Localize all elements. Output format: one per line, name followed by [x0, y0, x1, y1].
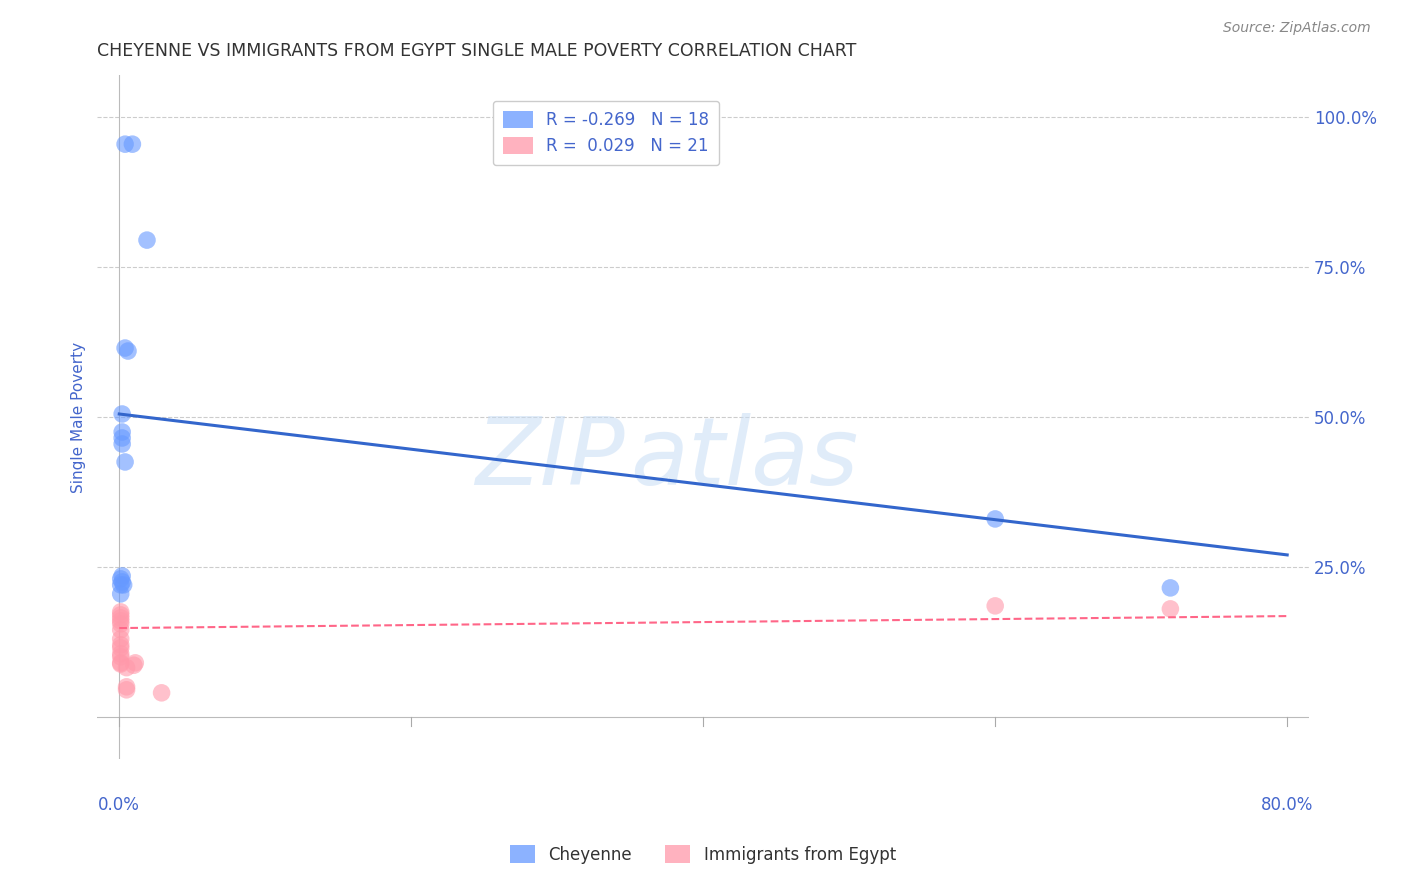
Point [111, 425, 134, 439]
Y-axis label: Single Male Poverty: Single Male Poverty [72, 342, 86, 492]
Point [115, 660, 138, 674]
Point [110, 578, 132, 592]
Text: 80.0%: 80.0% [1261, 797, 1313, 814]
Point [112, 578, 135, 592]
Point [115, 682, 138, 697]
Point [110, 657, 132, 671]
Point [110, 614, 132, 628]
Point [111, 407, 134, 421]
Point [110, 605, 132, 619]
Point [114, 137, 136, 152]
Point [114, 455, 136, 469]
Point [110, 649, 132, 664]
Point [136, 233, 159, 247]
Text: 0.0%: 0.0% [98, 797, 141, 814]
Point [117, 344, 139, 359]
Point [111, 431, 134, 445]
Text: ZIP: ZIP [475, 412, 624, 503]
Point [110, 638, 132, 652]
Point [984, 512, 1007, 526]
Legend: Cheyenne, Immigrants from Egypt: Cheyenne, Immigrants from Egypt [503, 838, 903, 871]
Point [121, 137, 143, 152]
Point [110, 616, 132, 631]
Point [111, 574, 134, 589]
Point [110, 632, 132, 646]
Point [110, 572, 132, 586]
Point [110, 611, 132, 625]
Point [150, 686, 173, 700]
Point [1159, 581, 1181, 595]
Point [110, 587, 132, 601]
Point [1159, 602, 1181, 616]
Point [124, 656, 146, 670]
Point [114, 341, 136, 355]
Point [110, 656, 132, 670]
Point [122, 658, 145, 673]
Point [984, 599, 1007, 613]
Text: atlas: atlas [630, 412, 859, 503]
Point [110, 647, 132, 661]
Point [110, 607, 132, 622]
Legend: R = -0.269   N = 18, R =  0.029   N = 21: R = -0.269 N = 18, R = 0.029 N = 21 [494, 101, 720, 165]
Point [111, 569, 134, 583]
Text: CHEYENNE VS IMMIGRANTS FROM EGYPT SINGLE MALE POVERTY CORRELATION CHART: CHEYENNE VS IMMIGRANTS FROM EGYPT SINGLE… [97, 42, 856, 60]
Point [115, 680, 138, 694]
Text: Source: ZipAtlas.com: Source: ZipAtlas.com [1223, 21, 1371, 35]
Point [110, 623, 132, 637]
Point [111, 437, 134, 451]
Point [110, 640, 132, 655]
